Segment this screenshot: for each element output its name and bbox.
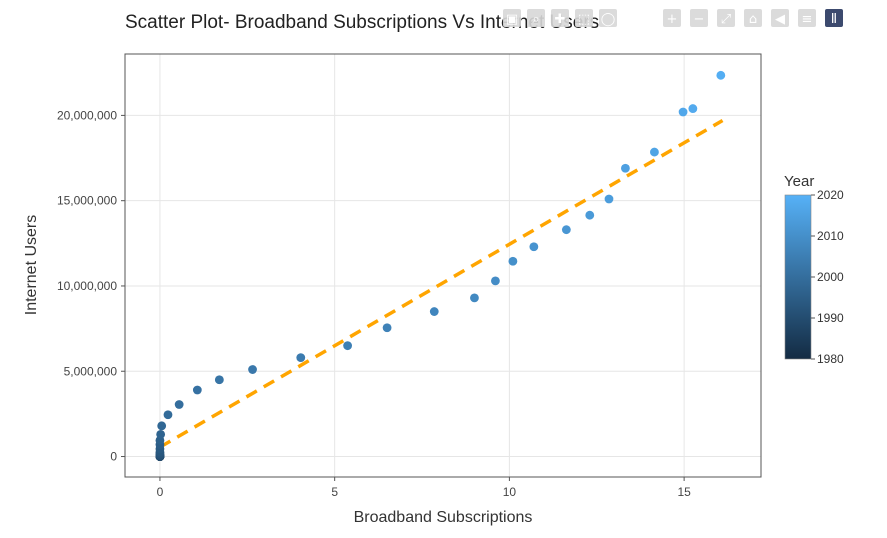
x-tick-label: 15 <box>677 485 691 499</box>
colorbar-tick-label: 1980 <box>817 352 844 366</box>
colorbar-tick-label: 2010 <box>817 229 844 243</box>
y-axis-ticks: 0 5,000,000 10,000,000 15,000,000 20,000,000 <box>57 108 125 464</box>
reset-axes-icon[interactable]: ⌂ <box>744 9 762 27</box>
data-point[interactable] <box>678 107 688 117</box>
colorbar-gradient <box>784 194 812 360</box>
box-select-icon[interactable]: ⬚ <box>575 9 593 27</box>
data-point[interactable] <box>529 242 539 252</box>
y-axis-title: Internet Users <box>23 215 40 315</box>
data-point[interactable] <box>157 421 167 431</box>
colorbar-legend: Year 1980 1990 2000 2010 2020 <box>784 173 844 366</box>
data-point[interactable] <box>214 375 224 385</box>
svg-text:✚: ✚ <box>555 12 566 27</box>
svg-text:◯: ◯ <box>601 12 616 27</box>
data-point[interactable] <box>343 341 352 351</box>
data-point[interactable] <box>650 147 659 157</box>
y-tick-label: 0 <box>110 450 117 464</box>
zoom-in-icon[interactable]: + <box>663 9 681 27</box>
svg-text:⌂: ⌂ <box>749 12 757 27</box>
data-point[interactable] <box>621 163 630 173</box>
data-point[interactable] <box>470 293 479 303</box>
spike-lines-icon[interactable]: ◀ <box>771 9 789 27</box>
svg-text:+: + <box>667 12 678 27</box>
autoscale-icon[interactable]: ⤢ <box>717 9 735 27</box>
data-point[interactable] <box>688 104 698 113</box>
y-tick-label: 5,000,000 <box>64 364 118 378</box>
trend-line <box>159 119 724 449</box>
colorbar-tick-label: 1990 <box>817 311 844 325</box>
y-tick-label: 10,000,000 <box>57 279 117 293</box>
svg-text:⤢: ⤢ <box>721 12 731 27</box>
zoom-icon[interactable]: ⌕ <box>527 9 545 27</box>
gridlines <box>125 54 761 477</box>
camera-icon[interactable]: ▣ <box>503 9 521 27</box>
svg-text:▣: ▣ <box>506 12 518 27</box>
data-point[interactable] <box>382 323 392 333</box>
data-point[interactable] <box>248 365 257 374</box>
data-point[interactable] <box>716 70 726 80</box>
data-point[interactable] <box>156 429 166 439</box>
x-axis-ticks: 0 5 10 15 <box>157 477 691 499</box>
lasso-select-icon[interactable]: ◯ <box>599 9 617 27</box>
x-axis-title: Broadband Subscriptions <box>354 509 533 526</box>
data-point[interactable] <box>561 225 571 235</box>
data-point[interactable] <box>604 194 614 204</box>
data-point[interactable] <box>163 410 173 420</box>
plot-area <box>124 53 762 478</box>
compare-data-icon[interactable]: ≡ <box>798 9 816 27</box>
colorbar-ticks: 1980 1990 2000 2010 2020 <box>811 188 844 366</box>
y-tick-label: 20,000,000 <box>57 108 117 122</box>
data-point[interactable] <box>429 307 439 316</box>
data-point[interactable] <box>192 385 202 395</box>
chart-title: Scatter Plot- Broadband Subscriptions Vs… <box>125 12 599 33</box>
colorbar-tick-label: 2000 <box>817 270 844 284</box>
plotly-logo-icon[interactable]: Ⅱ <box>825 9 843 27</box>
modebar: ▣ ⌕ ✚ ⬚ ◯ + − ⤢ ⌂ ◀ ≡ Ⅱ <box>503 9 843 27</box>
svg-text:Ⅱ: Ⅱ <box>831 12 837 27</box>
legend-title: Year <box>784 173 814 190</box>
x-tick-label: 0 <box>157 485 164 499</box>
svg-text:◀: ◀ <box>775 12 785 27</box>
svg-text:≡: ≡ <box>802 12 813 27</box>
svg-text:⬚: ⬚ <box>578 12 590 27</box>
zoom-out-icon[interactable]: − <box>690 9 708 27</box>
x-tick-label: 5 <box>331 485 338 499</box>
data-point[interactable] <box>508 256 518 266</box>
data-point[interactable] <box>585 210 595 220</box>
colorbar-tick-label: 2020 <box>817 188 844 202</box>
data-points <box>155 70 726 461</box>
x-tick-label: 10 <box>503 485 517 499</box>
data-point[interactable] <box>491 276 500 286</box>
y-tick-label: 15,000,000 <box>57 194 117 208</box>
data-point[interactable] <box>174 400 184 409</box>
svg-text:⌕: ⌕ <box>532 12 539 27</box>
data-point[interactable] <box>296 353 306 363</box>
svg-text:−: − <box>694 12 705 27</box>
pan-icon[interactable]: ✚ <box>551 9 569 27</box>
